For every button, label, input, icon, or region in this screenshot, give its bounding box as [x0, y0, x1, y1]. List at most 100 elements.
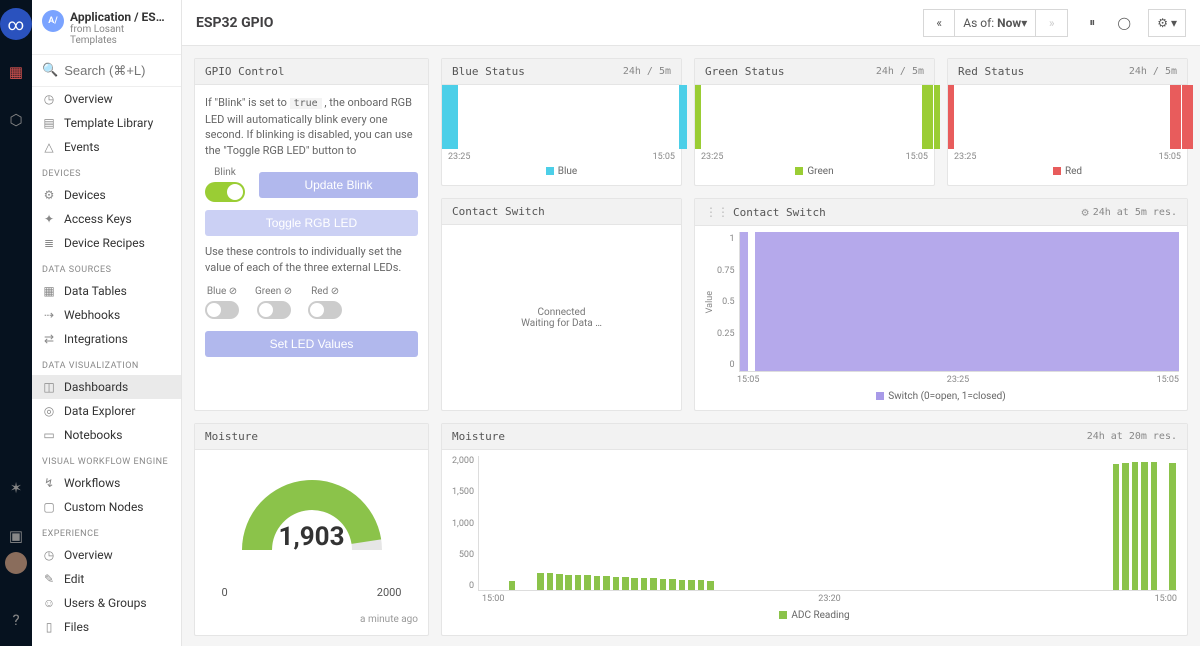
status-chart: [695, 85, 934, 149]
blue-label: Blue ⊘: [207, 286, 237, 297]
set-led-button[interactable]: Set LED Values: [205, 331, 418, 357]
blink-label: Blink: [214, 167, 236, 178]
status-chart: [948, 85, 1187, 149]
green-toggle[interactable]: [257, 301, 291, 319]
x-tick: 23:25: [701, 152, 723, 162]
nav-item[interactable]: ◷Overview: [32, 87, 181, 111]
nav-label: Dashboards: [64, 380, 128, 394]
panel-meta: 24h / 5m: [623, 66, 671, 77]
nav-item[interactable]: ▭Notebooks: [32, 423, 181, 447]
x-tick: 23:25: [448, 152, 470, 162]
nav-item[interactable]: ☺Users & Groups: [32, 591, 181, 615]
gauge-min: 0: [222, 586, 228, 599]
x-tick: 23:25: [954, 152, 976, 162]
nav-item[interactable]: ▯Files: [32, 615, 181, 639]
nav-item[interactable]: ✎Edit: [32, 567, 181, 591]
moisture-bar: [698, 580, 705, 590]
blue-toggle[interactable]: [205, 301, 239, 319]
nav-item[interactable]: ≣Device Recipes: [32, 231, 181, 255]
moisture-bar: [1169, 463, 1176, 591]
panel-title: Moisture: [205, 430, 258, 443]
toggle-rgb-button[interactable]: Toggle RGB LED: [205, 210, 418, 236]
y-tick: 0.75: [717, 266, 735, 276]
nav-icon: ≣: [42, 236, 56, 250]
nav-item[interactable]: ↯Workflows: [32, 471, 181, 495]
y-tick: 2,000: [452, 456, 474, 466]
nav-item[interactable]: ▤Template Library: [32, 111, 181, 135]
nav-label: Integrations: [64, 332, 128, 346]
app-title: Application / ESP32 an…: [70, 10, 171, 24]
asof-button[interactable]: As of: Now ▾: [955, 9, 1036, 37]
refresh-button[interactable]: ◯: [1108, 9, 1140, 37]
moisture-bar: [603, 576, 610, 590]
status-panel: Green Status24h / 5m 23:2515:05 Green: [694, 58, 935, 186]
moisture-bar: [594, 576, 601, 590]
search-row[interactable]: 🔍: [32, 55, 181, 87]
panel-title: Blue Status: [452, 65, 525, 78]
nav-icon: ⇄: [42, 332, 56, 346]
drag-icon[interactable]: ⋮⋮: [705, 205, 733, 219]
nav-label: Data Tables: [64, 284, 127, 298]
nav-icon: ▯: [42, 620, 56, 634]
nav-item[interactable]: △Events: [32, 135, 181, 159]
moisture-bar: [509, 581, 516, 590]
nav-item[interactable]: ▢ Custom Nodes: [32, 495, 181, 519]
nav-item[interactable]: ◎Data Explorer: [32, 399, 181, 423]
app-header[interactable]: A/ Application / ESP32 an… from Losant T…: [32, 0, 181, 55]
rail-icon-graph[interactable]: ✶: [0, 472, 32, 504]
rail-icon-2[interactable]: ⬡: [0, 104, 32, 136]
nav-item[interactable]: ⇢ Webhooks: [32, 303, 181, 327]
moisture-bar: [1122, 463, 1129, 590]
nav-label: Webhooks: [64, 308, 120, 322]
nav-item[interactable]: ⚙Devices: [32, 183, 181, 207]
topbar: ESP32 GPIO « As of: Now ▾ » ⏸ ◯ ⚙ ▾: [182, 0, 1200, 46]
status-panel: Red Status24h / 5m 23:2515:05 Red: [947, 58, 1188, 186]
time-nav-group: « As of: Now ▾ »: [923, 9, 1068, 37]
rail-icon-box[interactable]: ▣: [0, 520, 32, 552]
y-tick: 1,000: [452, 519, 474, 529]
nav-label: Notebooks: [64, 428, 122, 442]
gauge-value: 1,903: [278, 522, 344, 552]
moisture-bar: [1151, 462, 1158, 590]
pause-button[interactable]: ⏸: [1076, 9, 1108, 37]
time-prev-fast-button[interactable]: «: [923, 9, 955, 37]
nav-label: Template Library: [64, 116, 153, 130]
blink-toggle[interactable]: [205, 182, 245, 202]
nav-label: Custom Nodes: [64, 500, 144, 514]
nav-item[interactable]: ⇄ Integrations: [32, 327, 181, 351]
nav-item[interactable]: ✦Access Keys: [32, 207, 181, 231]
help-icon[interactable]: ?: [0, 604, 32, 636]
time-next-fast-button[interactable]: »: [1036, 9, 1068, 37]
nav-icon: ◫: [42, 380, 56, 394]
red-toggle[interactable]: [308, 301, 342, 319]
status-panel: Blue Status24h / 5m 23:2515:05 Blue: [441, 58, 682, 186]
rail-icon-1[interactable]: ▦: [0, 56, 32, 88]
update-blink-button[interactable]: Update Blink: [259, 172, 418, 198]
nav-icon: ✦: [42, 212, 56, 226]
x-tick: 15:00: [482, 594, 504, 604]
moisture-bar: [669, 579, 676, 590]
nav-section-title: VISUAL WORKFLOW ENGINE: [32, 447, 181, 471]
gear-icon[interactable]: ⚙: [1077, 205, 1092, 219]
panel-title: GPIO Control: [205, 65, 284, 78]
nav-item[interactable]: ▦Data Tables: [32, 279, 181, 303]
moisture-bar: [641, 578, 648, 590]
x-tick: 15:05: [737, 375, 759, 385]
moisture-bar: [707, 581, 714, 590]
contact-chart: [739, 232, 1179, 372]
logo-icon[interactable]: ∞: [0, 8, 32, 40]
search-icon: 🔍: [42, 63, 58, 78]
nav-icon: ⇢: [42, 308, 56, 322]
panel-title: Red Status: [958, 65, 1024, 78]
nav-item[interactable]: ◫ Dashboards: [32, 375, 181, 399]
search-input[interactable]: [64, 63, 171, 78]
nav-item[interactable]: ⌂Domains & Slugs: [32, 639, 181, 646]
nav-icon: ◷: [42, 92, 56, 106]
status-line: Connected: [537, 307, 585, 318]
settings-button[interactable]: ⚙ ▾: [1148, 9, 1186, 37]
avatar[interactable]: [5, 552, 27, 574]
nav-icon: ▢: [42, 500, 56, 514]
moisture-bar: [575, 575, 582, 590]
dashboard-canvas: GPIO Control If "Blink" is set to true ,…: [182, 46, 1200, 646]
nav-item[interactable]: ◷Overview: [32, 543, 181, 567]
